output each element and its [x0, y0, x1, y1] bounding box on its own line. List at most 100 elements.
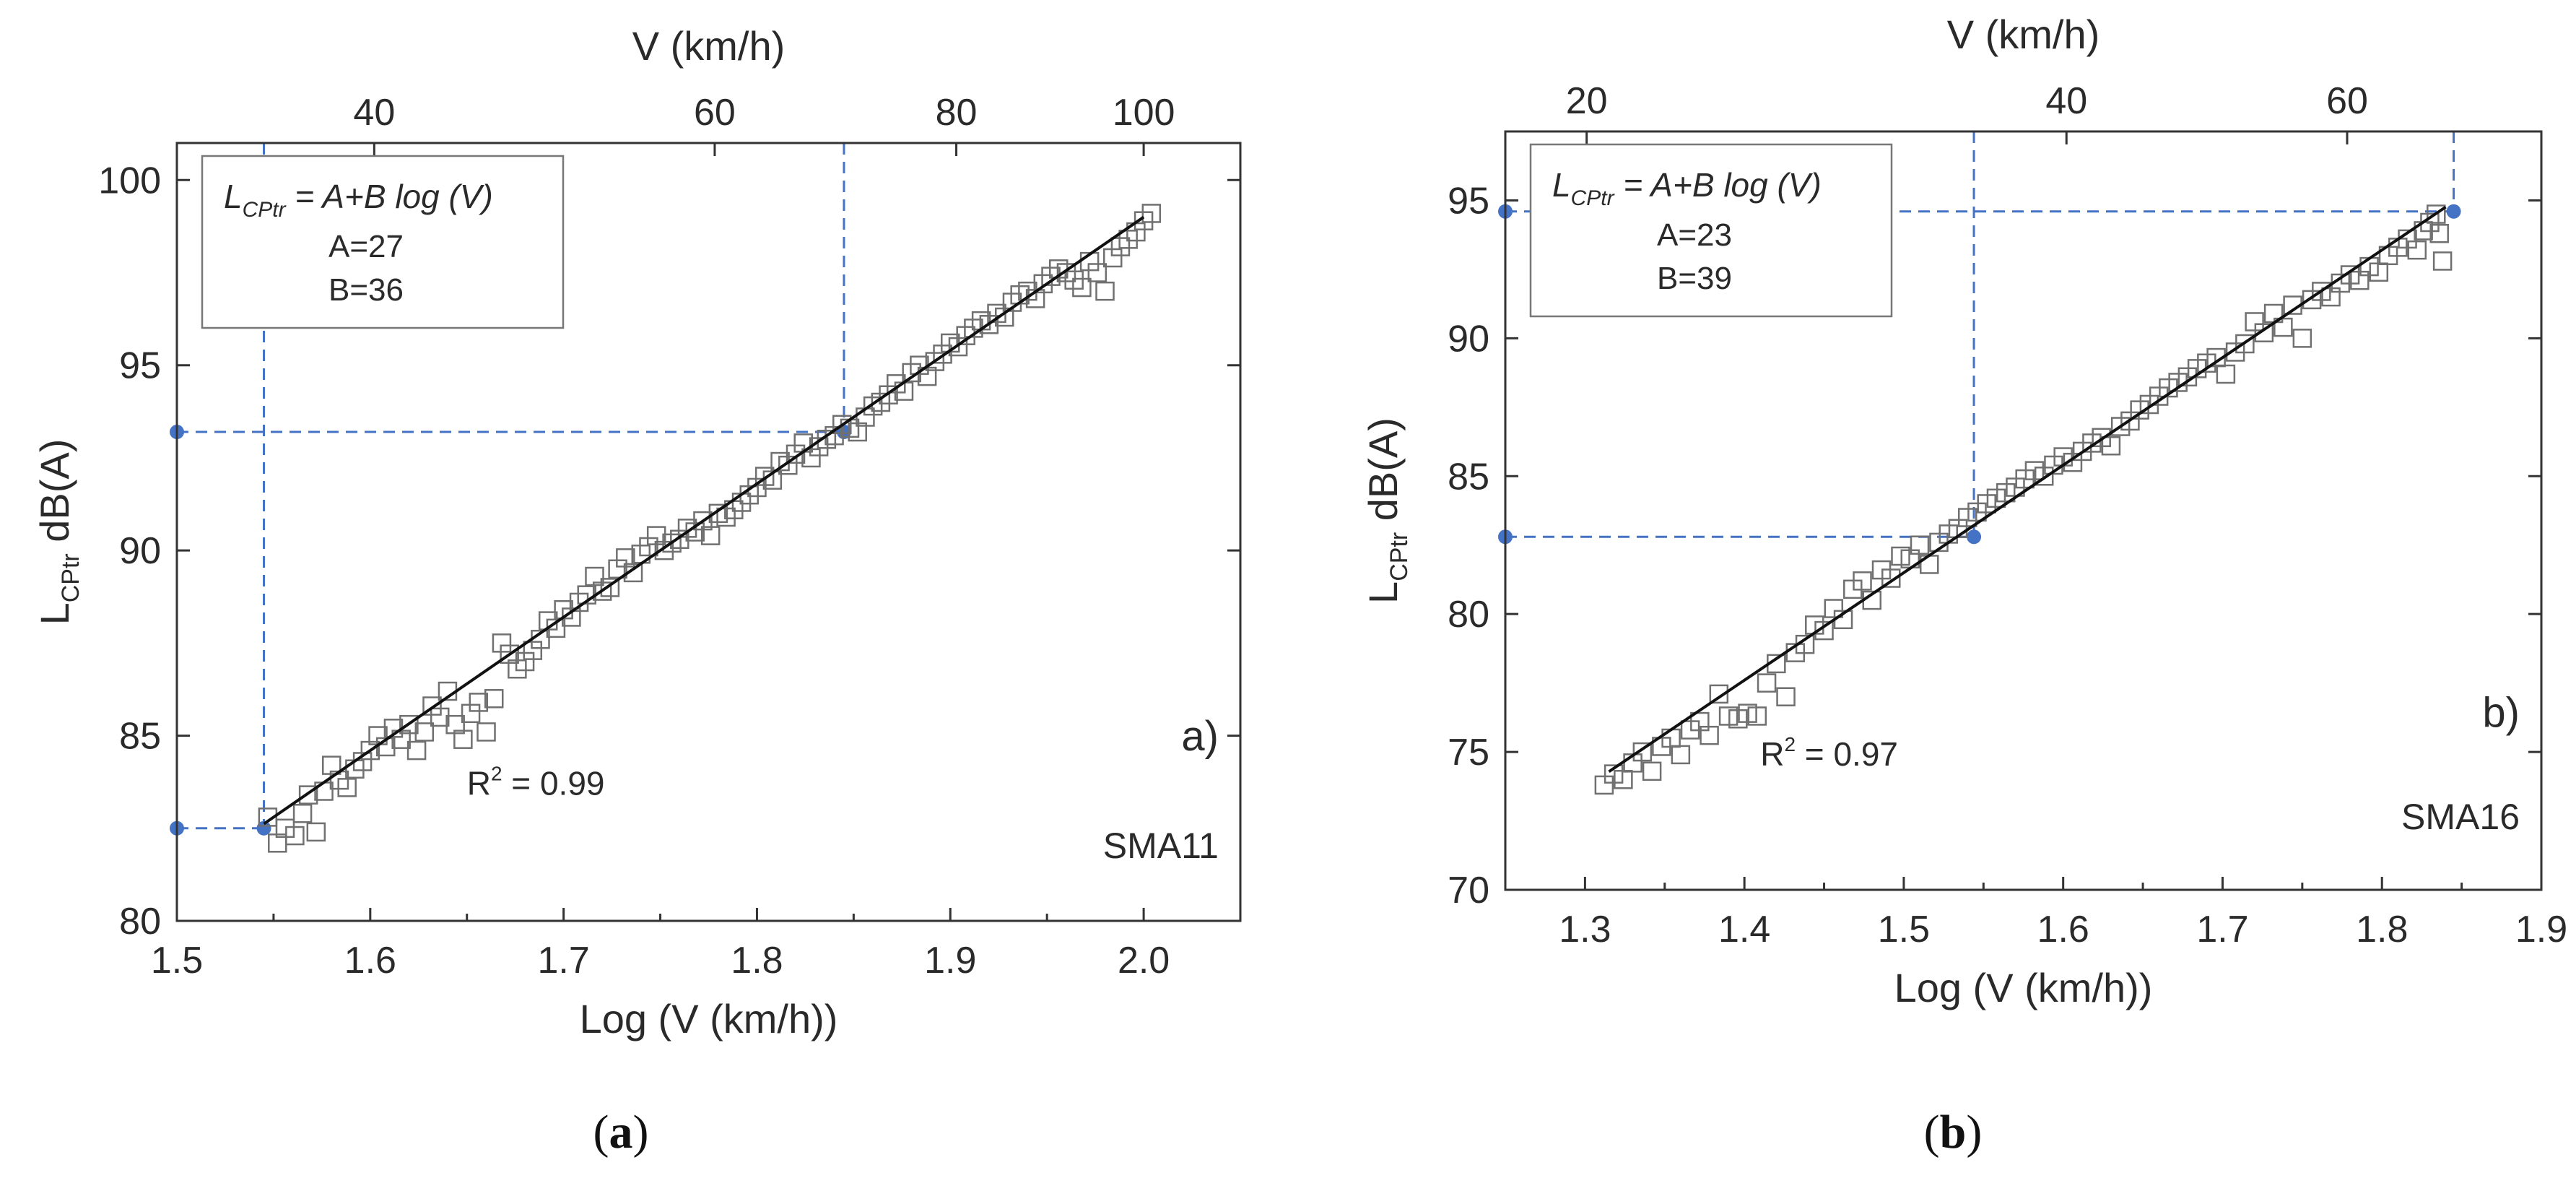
x-tick-label: 2.0 [1118, 940, 1170, 982]
r-squared-main: R [1760, 735, 1784, 773]
data-point [600, 578, 620, 597]
data-point [2292, 329, 2312, 348]
data-point [414, 722, 435, 742]
top-tick-label: 80 [936, 92, 978, 134]
x-tick-label: 1.9 [2515, 909, 2567, 950]
top-tick-label: 60 [2326, 80, 2368, 122]
data-point [608, 559, 627, 579]
data-point [933, 345, 952, 364]
data-point [445, 714, 465, 735]
data-point [406, 740, 427, 761]
data-point [778, 455, 798, 475]
data-point [2235, 334, 2255, 354]
x-tick-label: 1.8 [731, 940, 783, 982]
y-tick-label: 80 [1448, 594, 1489, 636]
data-point [1747, 706, 1767, 726]
y-tick-label: 95 [119, 345, 161, 387]
r-squared-main: R [467, 765, 491, 802]
caption-a-letter: a [609, 1106, 633, 1158]
data-point [1632, 742, 1653, 762]
top-axis-title: V (km/h) [632, 23, 786, 69]
x-axis-title: Log (V (km/h)) [580, 996, 838, 1041]
legend-box [1529, 143, 1893, 318]
data-point [569, 592, 589, 612]
data-point [1064, 270, 1084, 290]
chart-panel-a: 1.5 1.6 1.7 1.8 1.9 2.0 80 85 90 95 100 40 60 80 100 Lo… [32, 23, 1242, 1041]
guide-point-marker [1967, 529, 1982, 545]
data-point [2432, 251, 2453, 271]
r-squared-label: R2 = 0.97 [1760, 733, 1898, 773]
data-point [337, 778, 357, 797]
data-point [360, 740, 380, 761]
data-point [2101, 436, 2121, 456]
y-axis-title-main: L [1360, 581, 1406, 604]
data-point [1072, 277, 1092, 298]
data-point [2407, 240, 2427, 260]
y-tick-label: 75 [1448, 732, 1489, 774]
plot-frame [175, 142, 1242, 922]
data-point [1087, 263, 1108, 282]
data-point [322, 755, 341, 775]
data-point [1033, 274, 1053, 294]
data-point [2216, 364, 2236, 384]
y-axis-title-subscript: CPtr [1385, 532, 1413, 581]
data-point [646, 526, 666, 545]
panel-label: b) [2482, 690, 2520, 737]
data-point [925, 352, 945, 371]
legend-b-value: B=39 [1657, 261, 1732, 296]
data-point [623, 563, 643, 583]
y-axis-title-subscript: CPtr [57, 553, 84, 602]
data-point [508, 659, 527, 679]
data-point [848, 422, 867, 442]
data-point [477, 722, 496, 742]
fit-line [1608, 205, 2447, 774]
r-squared-value: = 0.97 [1796, 735, 1898, 773]
data-point [515, 651, 535, 672]
data-point [832, 415, 852, 435]
legend-equation-rest: = A+B log (V) [1614, 166, 1822, 204]
data-point [1642, 761, 1662, 781]
legend-equation-main: L [224, 178, 243, 215]
data-point [469, 693, 489, 712]
legend-box [201, 155, 565, 329]
data-point [786, 444, 806, 464]
data-point [461, 703, 481, 724]
data-point [585, 566, 604, 586]
mix-label: SMA16 [2401, 797, 2520, 837]
data-point [670, 529, 689, 550]
data-point [754, 467, 775, 486]
data-point [1095, 281, 1115, 301]
data-point [948, 337, 968, 357]
data-point [747, 477, 767, 498]
data-point [801, 448, 821, 468]
plot-frame [1504, 130, 2543, 891]
legend-equation-main: L [1552, 166, 1571, 204]
x-tick-label: 1.8 [2356, 909, 2408, 950]
data-point [662, 533, 682, 553]
data-point [422, 696, 442, 716]
x-tick-label: 1.5 [1878, 909, 1930, 950]
x-tick-label: 1.9 [924, 940, 976, 982]
legend-a-value: A=23 [1657, 217, 1732, 253]
data-point [700, 526, 721, 545]
y-tick-label: 85 [1448, 456, 1489, 498]
y-tick-label: 80 [119, 901, 161, 943]
data-point [523, 641, 543, 660]
data-point [292, 804, 313, 823]
data-point [1776, 687, 1796, 706]
top-tick-label: 40 [2045, 80, 2087, 122]
data-point [1118, 230, 1138, 249]
data-point [453, 729, 473, 749]
legend-a-value: A=27 [328, 229, 404, 264]
y-axis-title-unit: dB(A) [32, 439, 77, 554]
x-tick-label: 1.7 [537, 940, 589, 982]
chart-panel-b: 1.3 1.4 1.5 1.6 1.7 1.8 1.9 70 75 80 85 90 95 20 40 60 L… [1360, 12, 2567, 1010]
data-point [484, 689, 504, 709]
x-tick-label: 1.6 [344, 940, 396, 982]
x-tick-label: 1.4 [1718, 909, 1770, 950]
y-tick-label: 90 [119, 530, 161, 572]
data-point [708, 503, 728, 524]
data-point [879, 385, 898, 404]
r-squared-superscript: 2 [1784, 733, 1796, 755]
